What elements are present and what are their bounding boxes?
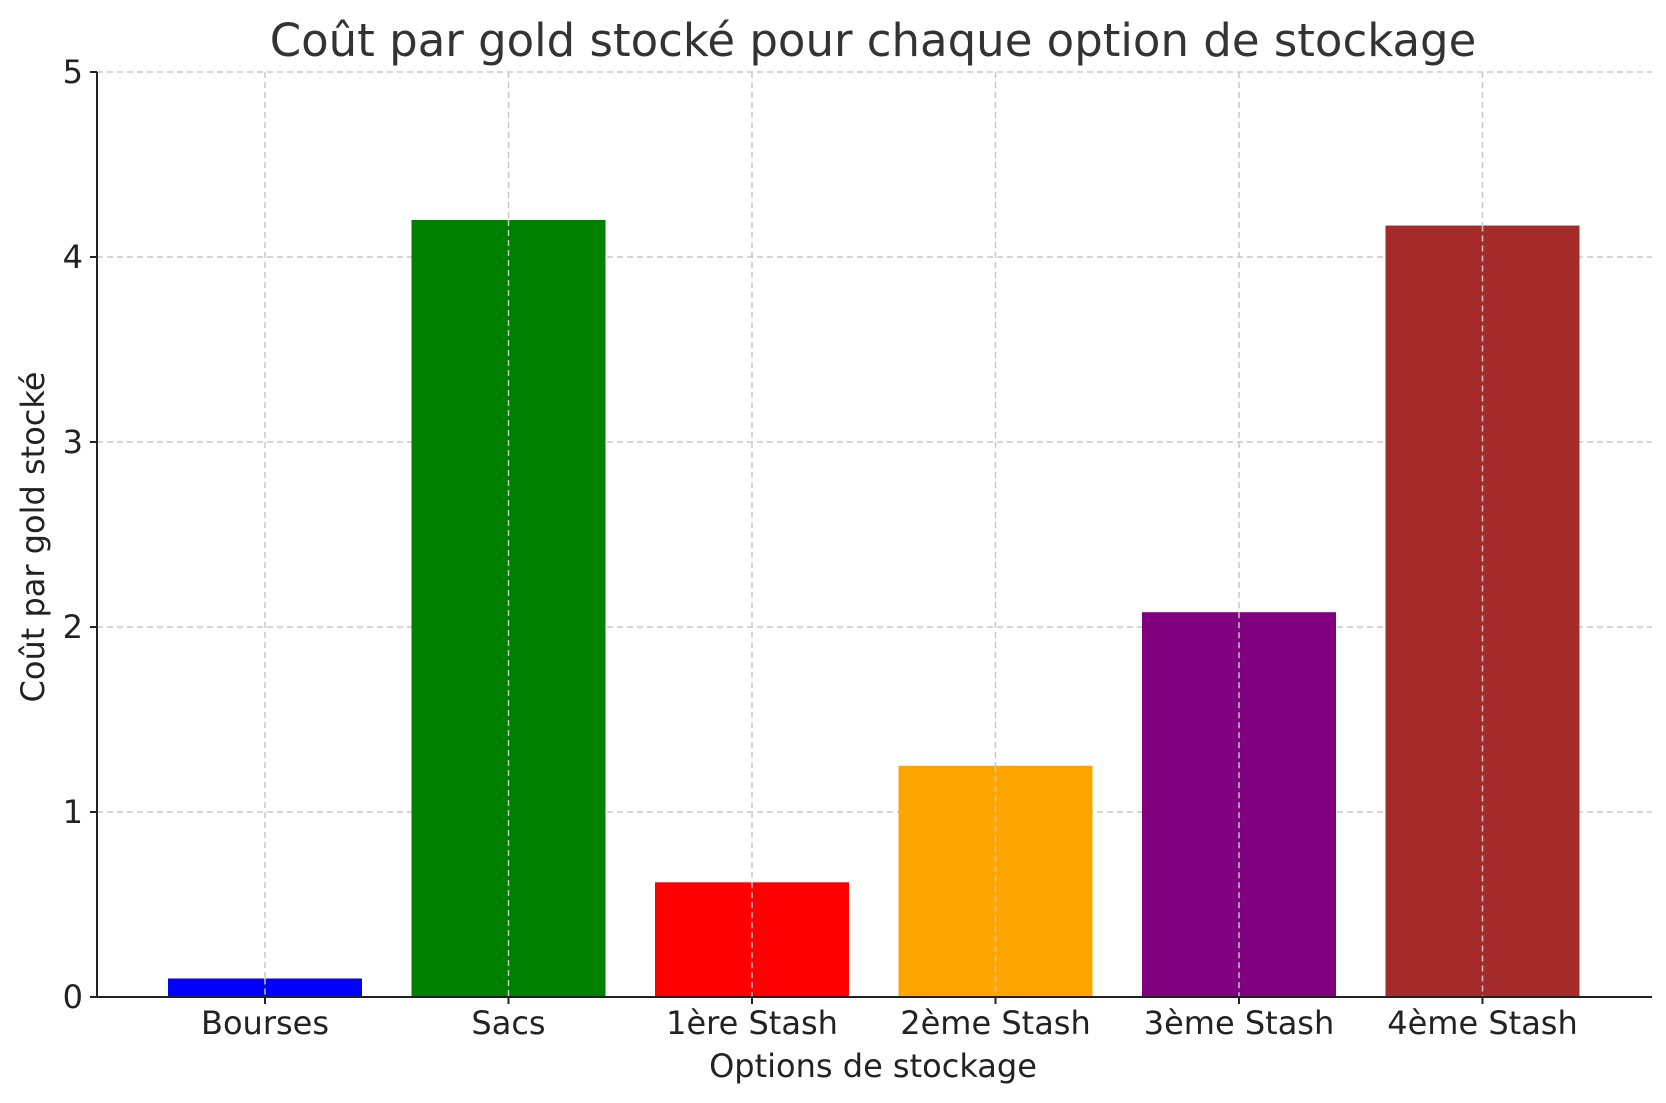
y-tick-label: 3 [63,423,83,461]
x-tick-label: 3ème Stash [1144,1004,1335,1042]
x-tick-label: 1ère Stash [666,1004,838,1042]
y-tick-label: 0 [63,978,83,1016]
y-axis-label: Coût par gold stocké [14,372,52,703]
x-tick-label: Sacs [471,1004,545,1042]
ticks: 0 1 2 3 4 5 Bourses Sacs 1ère Stash 2ème Stash 3èm… [63,53,1578,1042]
y-tick-label: 5 [63,53,83,91]
y-tick-label: 1 [63,793,83,831]
x-tick-label: 4ème Stash [1387,1004,1578,1042]
bar-2 [411,220,606,997]
bar-1 [168,978,362,997]
x-tick-label: 2ème Stash [900,1004,1091,1042]
x-axis-label: Options de stockage [709,1047,1037,1085]
y-tick-label: 4 [63,238,83,276]
chart-title: Coût par gold stocké pour chaque option … [270,14,1477,67]
axes [96,72,1652,998]
bars [168,220,1580,998]
x-tick-label: Bourses [201,1004,329,1042]
y-tick-label: 2 [63,608,83,646]
bar-3 [655,882,849,997]
